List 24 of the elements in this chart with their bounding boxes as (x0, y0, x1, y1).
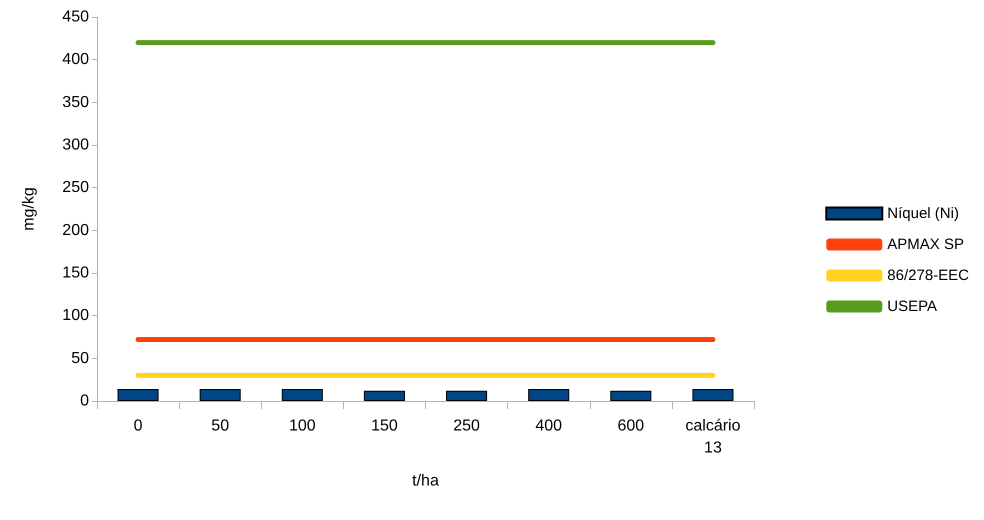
y-tick-label: 450 (62, 8, 90, 26)
legend-label: Níquel (Ni) (887, 205, 959, 222)
y-tick-label: 200 (62, 222, 90, 239)
y-axis-title: mg/kg (20, 187, 38, 231)
y-tick-label: 150 (62, 264, 90, 282)
x-tick-label: 0 (134, 418, 143, 434)
y-tick-label: 100 (62, 307, 90, 324)
legend-label: USEPA (887, 298, 938, 315)
y-tick-label: 250 (62, 179, 90, 196)
x-tick-label: 250 (453, 418, 480, 434)
legend-label: 86/278-EEC (887, 267, 970, 284)
y-tick-label: 300 (62, 136, 90, 154)
x-tick-label: 50 (211, 418, 230, 434)
y-tick-label: 50 (71, 350, 90, 367)
y-tick-label: 0 (80, 392, 90, 410)
x-tick-label: 100 (288, 418, 316, 434)
x-tick-label: 600 (617, 418, 644, 434)
x-tick-label: calcário 13 (685, 418, 741, 456)
y-tick-label: 400 (62, 51, 90, 68)
y-tick-label: 350 (62, 94, 90, 111)
legend-label: APMAX SP (887, 236, 964, 253)
x-tick-label: 150 (371, 418, 398, 434)
x-tick-label: 400 (535, 418, 562, 434)
x-axis-title: t/ha (412, 472, 439, 490)
